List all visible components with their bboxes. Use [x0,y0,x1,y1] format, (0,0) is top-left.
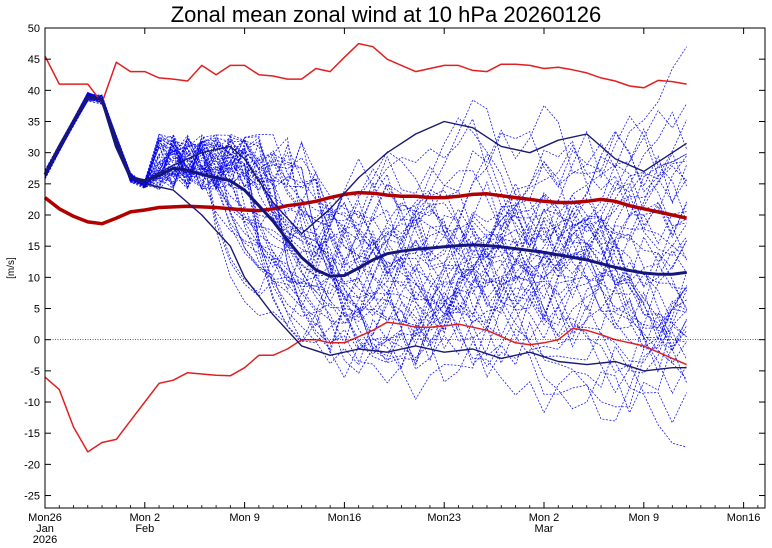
ensemble-member-line [44,96,687,348]
ensemble-member-line [44,92,687,408]
axes-layer: -25 -20 -15 -10 -5 0 5 10 15 20 25 30 35 40 45 50 Mon26J… [6,23,766,546]
y-tick-label: 40 [28,85,40,97]
ensemble-member-line [44,97,687,394]
y-tick-label: 5 [34,304,40,316]
series-line [44,95,687,235]
y-tick-label: 0 [34,335,40,347]
x-tick-label: 2026 [33,534,57,546]
ensemble-member-line [44,92,687,379]
y-tick-label: -20 [24,459,40,471]
ensemble-member-line [44,46,687,360]
ensemble-member-line [44,96,687,364]
x-tick-label: Mon 2 [529,512,560,524]
plot-frame [44,27,766,509]
ensemble-member-line [44,100,687,316]
ensemble-member-line [44,92,687,257]
ensemble-member-line [44,93,687,351]
y-tick-label: 50 [28,23,40,35]
ensemble-member-line [44,94,687,414]
ensemble-member-line [44,97,687,343]
series-layer [43,42,687,453]
ensemble-member-line [44,99,687,365]
y-tick-label: 35 [28,117,40,129]
y-tick-label: 25 [28,179,40,191]
ensemble-member-line [44,98,687,313]
ensemble-member-line [44,100,687,401]
ensemble-member-line [44,91,687,414]
y-tick-label: -25 [24,491,40,503]
ensemble-member-line [44,91,687,337]
y-tick-label: -15 [24,428,40,440]
ensemble-member-line [44,98,687,248]
x-tick-label: Feb [135,523,154,535]
ensemble-member-line [44,92,687,337]
series-line [43,190,687,226]
y-tick-label: -5 [30,366,40,378]
series-line [44,321,687,453]
ensemble-member-line [44,94,687,345]
series-line [44,95,687,372]
ensemble-member-line [44,92,687,351]
ensemble-member-line [44,91,687,395]
x-tick-label: Mon 9 [229,512,260,524]
y-tick-label: -10 [24,397,40,409]
y-tick-label: 45 [28,54,40,66]
y-tick-label: 10 [28,272,40,284]
ensemble-member-line [44,92,687,332]
ensemble-member-line [44,96,687,383]
chart-title: Zonal mean zonal wind at 10 hPa 20260126 [170,2,602,27]
ensemble-member-line [44,94,687,363]
series-line [43,95,687,278]
ensemble-member-line [44,94,687,352]
x-tick-label: Mar [535,523,554,535]
x-tick-label: Jan [36,523,54,535]
ensemble-member-line [44,91,687,370]
ensemble-member-line [44,96,687,384]
y-tick-label: 20 [28,210,40,222]
ensemble-member-line [44,93,687,333]
ensemble-members-layer [44,46,687,448]
ensemble-member-line [44,94,687,341]
ensemble-member-line [44,94,687,363]
x-tick-label: Mon16 [328,512,362,524]
y-tick-label: 15 [28,241,40,253]
x-tick-label: Mon23 [427,512,461,524]
x-tick-label: Mon 2 [130,512,161,524]
ensemble-member-line [44,95,687,378]
y-axis-label: [m/s] [6,257,17,279]
ensemble-member-line [44,93,687,294]
x-tick-label: Mon16 [727,512,761,524]
ensemble-member-line [44,97,687,325]
y-tick-label: 30 [28,148,40,160]
ensemble-member-line [44,94,687,360]
series-line [44,42,687,104]
x-tick-label: Mon26 [28,512,62,524]
x-tick-label: Mon 9 [629,512,660,524]
